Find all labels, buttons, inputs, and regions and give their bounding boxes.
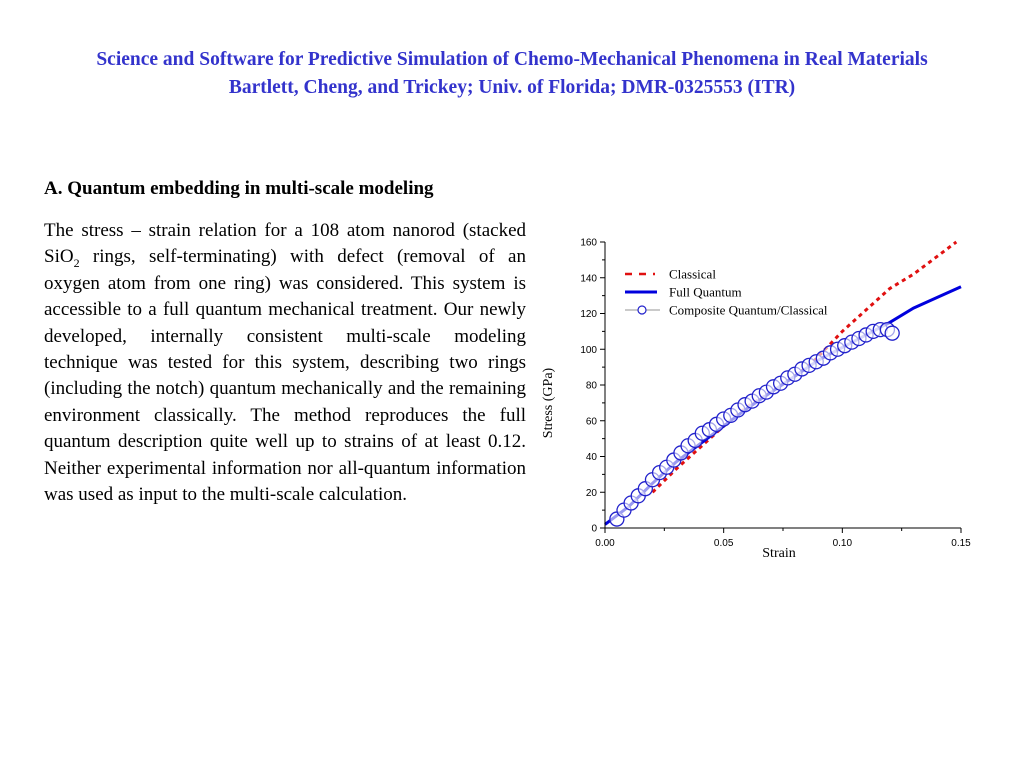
y-tick-label: 100 [580,345,597,356]
data-point-circle [884,325,900,341]
slide-header: Science and Software for Predictive Simu… [0,46,1024,102]
chart-legend: Classical Full Quantum Composite Quantum/C… [625,267,828,318]
y-tick-label: 160 [580,238,597,249]
y-axis-label: Stress (GPa) [541,367,556,438]
x-tick-label: 0.15 [951,538,971,549]
stress-strain-chart: 0 20 40 60 80 100 120 140 160 0.00 0.05 0.10 0.15 Str… [530,228,990,568]
legend-item: Full Quantum [625,285,742,300]
x-tick-label: 0.10 [833,538,853,549]
paragraph-text-start: The stress – strain relation for a 108 a… [44,220,526,268]
y-tick-label: 60 [586,416,598,427]
y-tick-label: 120 [580,309,597,320]
body-paragraph: The stress – strain relation for a 108 a… [44,218,526,508]
series-full-quantum-line [604,285,962,526]
series-composite-markers [609,321,900,527]
legend-label: Full Quantum [669,285,742,300]
legend-label: Classical [669,267,716,282]
section-heading: A. Quantum embedding in multi-scale mode… [44,178,434,199]
y-tick-label: 40 [586,452,598,463]
slide-title: Science and Software for Predictive Simu… [96,49,928,70]
slide-subtitle: Bartlett, Cheng, and Trickey; Univ. of F… [228,77,796,98]
x-tick-label: 0.05 [714,538,734,549]
x-axis-label: Strain [762,546,795,561]
legend-circle-marker [637,305,647,315]
y-tick-label: 0 [591,524,597,535]
chart-canvas: 0 20 40 60 80 100 120 140 160 0.00 0.05 0.10 0.15 Str… [541,238,971,562]
subscript-2: 2 [73,256,80,271]
legend-item: Classical [625,267,716,282]
chart-axes: 0 20 40 60 80 100 120 140 160 0.00 0.05 0.10 0.15 Str… [541,238,971,562]
y-tick-label: 140 [580,273,597,284]
plot-series [604,240,962,527]
y-tick-label: 20 [586,488,598,499]
legend-item: Composite Quantum/Classical [625,303,828,318]
y-tick-label: 80 [586,381,598,392]
paragraph-text-rest: rings, self-terminating) with defect (re… [44,246,526,506]
legend-label: Composite Quantum/Classical [669,303,828,318]
x-tick-label: 0.00 [595,538,615,549]
